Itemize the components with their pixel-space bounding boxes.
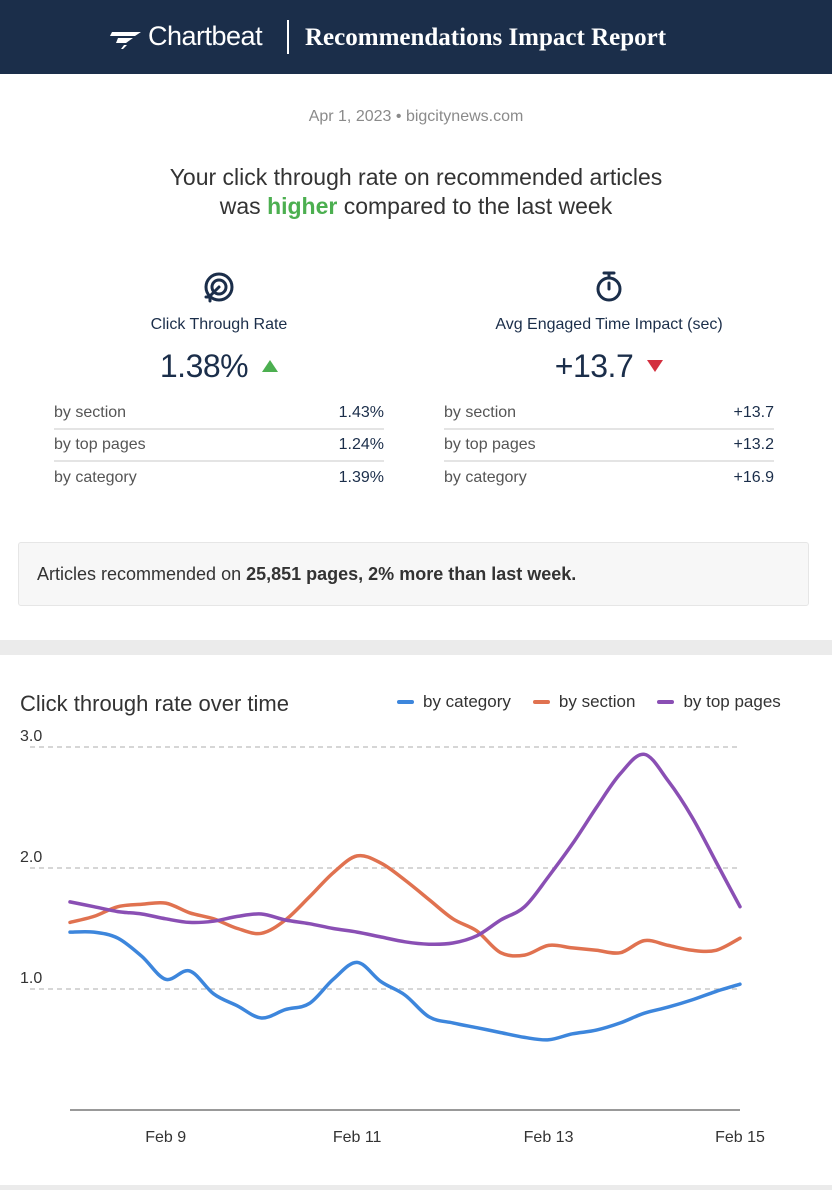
series-line-by-section xyxy=(68,853,742,958)
headline-tail: compared to the last week xyxy=(337,193,613,219)
header-divider xyxy=(287,20,289,54)
metric-value-row: 1.38% xyxy=(54,348,384,384)
breakdown-value: 1.39% xyxy=(338,469,384,486)
report-date: Apr 1, 2023 xyxy=(308,108,392,125)
summary-bold: 25,851 pages, 2% more than last week. xyxy=(246,564,577,584)
legend-item: by top pages xyxy=(657,692,781,712)
legend-label: by top pages xyxy=(683,692,781,711)
summary-prefix: Articles recommended on xyxy=(37,564,247,584)
legend-label: by category xyxy=(423,692,511,711)
summary-text: Articles recommended on 25,851 pages, 2%… xyxy=(37,564,576,585)
legend-swatch xyxy=(397,700,414,704)
x-tick-label: Feb 9 xyxy=(145,1129,186,1146)
legend-label: by section xyxy=(558,692,636,711)
y-tick-label: 1.0 xyxy=(20,970,42,987)
metric-engaged-time: Avg Engaged Time Impact (sec) +13.7 by s… xyxy=(444,270,774,494)
breakdown-value: +16.9 xyxy=(733,469,774,486)
legend-swatch xyxy=(532,700,550,704)
breakdown-value: 1.43% xyxy=(338,404,384,421)
chart-card: Click through rate over time by category… xyxy=(0,655,832,1185)
ctr-line-chart: 1.0 2.0 3.0 Feb 9 Feb 11 Feb 13 Feb 15 xyxy=(20,728,765,1146)
breakdown-label: by section xyxy=(54,404,127,421)
metric-label: Avg Engaged Time Impact (sec) xyxy=(495,316,723,333)
y-tick-label: 2.0 xyxy=(20,849,42,866)
breakdown-row: by top pages 1.24% xyxy=(54,430,384,462)
date-separator: • xyxy=(395,108,402,125)
chartbeat-logo-icon xyxy=(110,31,141,49)
metric-label: Click Through Rate xyxy=(150,316,288,333)
brand-name: Chartbeat xyxy=(148,21,263,51)
target-icon xyxy=(204,272,234,303)
breakdown-label: by top pages xyxy=(54,436,146,453)
breakdown-row: by category +16.9 xyxy=(444,462,774,494)
trend-down-icon xyxy=(647,360,664,372)
breakdown-row: by top pages +13.2 xyxy=(444,430,774,462)
summary-card: Apr 1, 2023 • bigcitynews.com Your click… xyxy=(0,74,832,640)
chart-legend: by category by section by top pages xyxy=(397,692,781,712)
breakdown-label: by top pages xyxy=(444,436,536,453)
metric-breakdown: by section +13.7 by top pages +13.2 by c… xyxy=(444,398,774,494)
x-tick-label: Feb 11 xyxy=(333,1129,382,1146)
metric-breakdown: by section 1.43% by top pages 1.24% by c… xyxy=(54,398,384,494)
breakdown-label: by category xyxy=(444,469,527,486)
legend-swatch xyxy=(657,700,675,704)
x-tick-label: Feb 15 xyxy=(715,1129,765,1146)
legend-item: by section xyxy=(532,692,636,712)
report-header: Chartbeat Recommendations Impact Report xyxy=(0,0,832,74)
breakdown-label: by category xyxy=(54,469,137,486)
metric-value-row: +13.7 xyxy=(444,348,774,384)
series-line-by-category xyxy=(68,929,742,1042)
breakdown-value: +13.2 xyxy=(733,436,774,453)
trend-up-icon xyxy=(262,360,279,372)
y-tick-label: 3.0 xyxy=(20,728,42,745)
breakdown-row: by category 1.39% xyxy=(54,462,384,494)
pages-summary: Articles recommended on 25,851 pages, 2%… xyxy=(18,542,809,606)
chartbeat-logo[interactable]: Chartbeat xyxy=(108,21,263,52)
report-date-line: Apr 1, 2023 • bigcitynews.com xyxy=(0,108,832,126)
headline-highlight: higher xyxy=(267,193,338,219)
metric-value: +13.7 xyxy=(554,347,634,384)
breakdown-value: +13.7 xyxy=(733,404,774,421)
x-tick-label: Feb 13 xyxy=(524,1129,574,1146)
chart-title: Click through rate over time xyxy=(20,691,289,716)
headline-line2: was higher compared to the last week xyxy=(0,192,832,221)
breakdown-label: by section xyxy=(444,404,517,421)
headline: Your click through rate on recommended a… xyxy=(0,163,832,221)
series-line-by-top-pages xyxy=(68,752,742,947)
headline-line1: Your click through rate on recommended a… xyxy=(169,164,663,190)
breakdown-row: by section 1.43% xyxy=(54,398,384,430)
stopwatch-icon xyxy=(596,271,622,302)
report-title: Recommendations Impact Report xyxy=(305,24,667,51)
report-domain: bigcitynews.com xyxy=(405,108,524,125)
headline-was: was xyxy=(219,193,268,219)
metric-value: 1.38% xyxy=(159,347,249,384)
metric-ctr: Click Through Rate 1.38% by section 1.43… xyxy=(54,270,384,494)
breakdown-row: by section +13.7 xyxy=(444,398,774,430)
legend-item: by category xyxy=(397,692,511,712)
breakdown-value: 1.24% xyxy=(338,436,384,453)
